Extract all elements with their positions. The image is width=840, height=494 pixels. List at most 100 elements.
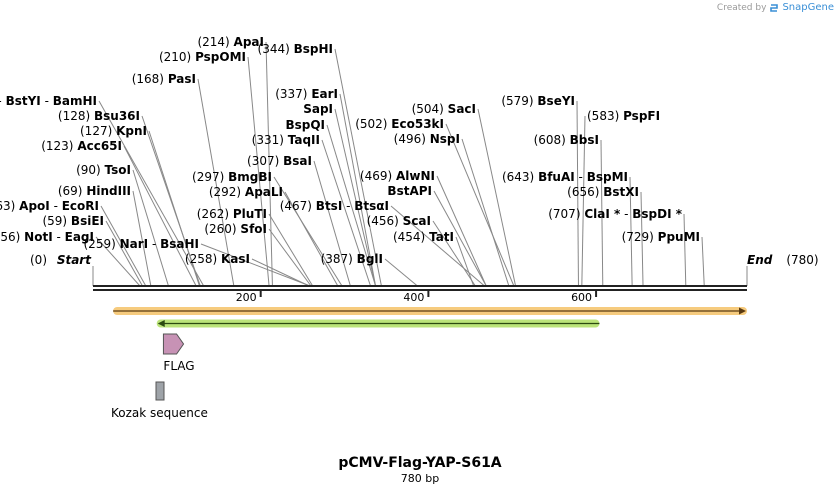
site-label[interactable]: (729) PpuMI <box>622 230 700 244</box>
site-label[interactable]: (331) TaqII <box>252 133 320 147</box>
site-label[interactable]: (643) BfuAI - BspMI <box>502 170 628 184</box>
snapgene-brand-text: SnapGene <box>782 2 834 13</box>
enzyme-name: EcoRI <box>62 199 99 213</box>
site-leader <box>197 78 235 287</box>
site-leader <box>200 243 311 287</box>
site-leader <box>95 236 141 287</box>
site-label[interactable]: (90) TsoI <box>76 163 131 177</box>
site-label[interactable]: (292) ApaLI <box>209 185 283 199</box>
enzyme-name: KasI <box>221 252 250 266</box>
site-label[interactable]: (387) BglI <box>321 252 383 266</box>
site-label[interactable]: (608) BbsI <box>534 133 599 147</box>
site-label[interactable]: (128) Bsu36I <box>58 109 140 123</box>
site-position: (579) <box>501 94 537 108</box>
flag-arrow-icon <box>162 333 185 355</box>
enzyme-name: ScaI <box>403 214 431 228</box>
site-leader <box>321 139 372 287</box>
site-separator: - <box>342 199 354 213</box>
site-label[interactable]: (307) BsaI <box>247 154 312 168</box>
enzyme-name: PasI <box>168 72 196 86</box>
site-label[interactable]: (168) PasI <box>132 72 196 86</box>
enzyme-name: BglI <box>357 252 383 266</box>
site-leader <box>339 93 377 287</box>
site-leader <box>433 190 487 287</box>
enzyme-name: BspDI * <box>632 207 682 221</box>
enzyme-name: EarI <box>311 87 338 101</box>
orange-feature-bar[interactable] <box>113 307 748 315</box>
site-label[interactable]: BspQI <box>285 118 325 132</box>
enzyme-name: PspFI <box>623 109 660 123</box>
site-label[interactable]: BstAPI <box>387 184 432 198</box>
site-leader <box>477 108 517 287</box>
site-label[interactable]: (456) ScaI <box>367 214 431 228</box>
site-label[interactable]: (258) KasI <box>185 252 250 266</box>
site-leader <box>581 115 586 287</box>
site-label[interactable]: (583) PspFI <box>587 109 660 123</box>
site-leader <box>98 100 205 287</box>
site-label[interactable]: SapI <box>303 102 333 116</box>
site-position: (127) <box>80 124 116 138</box>
enzyme-name: BspHI <box>294 42 333 56</box>
site-label[interactable]: (297) BmgBI <box>192 170 272 184</box>
site-label[interactable]: (260) SfoI <box>204 222 267 236</box>
site-leader <box>461 138 510 287</box>
site-label[interactable]: (337) EarI <box>275 87 338 101</box>
enzyme-name: SacI <box>448 102 476 116</box>
site-position: (331) <box>252 133 288 147</box>
enzyme-name: TsoI <box>105 163 131 177</box>
end-name: End <box>747 253 773 267</box>
site-label[interactable]: (496) NspI <box>394 132 460 146</box>
ruler-tick-label: 400 <box>403 291 424 304</box>
site-label[interactable]: (59) BsiEI <box>42 214 104 228</box>
site-leader <box>334 108 377 287</box>
green-feature-bar[interactable] <box>156 319 600 328</box>
site-label[interactable]: (56) NotI - EagI <box>0 230 94 244</box>
site-leader <box>132 190 152 287</box>
site-label[interactable]: (344) BspHI <box>258 42 333 56</box>
enzyme-name: NarI <box>120 237 149 251</box>
site-label[interactable]: (262) PluTI <box>197 207 267 221</box>
kozak-feature[interactable]: Kozak sequence <box>111 381 208 420</box>
site-label[interactable]: (454) TatI <box>393 230 454 244</box>
enzyme-name: BtsI <box>316 199 343 213</box>
snapgene-logo: Created by SnapGene <box>717 2 834 13</box>
site-label[interactable]: (123) Acc65I <box>41 139 122 153</box>
site-position: (337) <box>275 87 311 101</box>
end-label-left: (0) Start <box>30 253 92 267</box>
site-position: (262) <box>197 207 233 221</box>
enzyme-name: ApaI <box>234 35 264 49</box>
site-label[interactable]: (214) ApaI <box>197 35 264 49</box>
site-position: (456) <box>367 214 403 228</box>
site-label[interactable]: (707) ClaI * - BspDI * <box>548 207 682 221</box>
site-position: (307) <box>247 154 283 168</box>
end-name: Start <box>57 253 92 267</box>
site-label[interactable]: (502) Eco53kI <box>355 117 444 131</box>
ruler: 200 400 600 <box>236 290 598 304</box>
site-position: (469) <box>360 169 396 183</box>
site-label[interactable]: (69) HindIII <box>58 184 131 198</box>
flag-feature[interactable]: FLAG <box>162 333 195 373</box>
site-label[interactable]: (127) KpnI <box>80 124 147 138</box>
site-label[interactable]: (504) SacI <box>412 102 476 116</box>
enzyme-name: AlwNI <box>396 169 435 183</box>
enzyme-name: EagI <box>65 230 94 244</box>
site-leader <box>390 205 485 287</box>
site-leader <box>445 123 515 287</box>
site-position: (467) <box>280 199 316 213</box>
site-label[interactable]: (656) BstXI <box>567 185 639 199</box>
site-leader <box>436 175 487 287</box>
site-label[interactable]: (579) BseYI <box>501 94 575 108</box>
enzyme-name: NotI <box>24 230 53 244</box>
enzyme-name: TaqII <box>288 133 320 147</box>
enzyme-name: Eco53kI <box>391 117 444 131</box>
site-label[interactable]: (210) PspOMI <box>159 50 246 64</box>
site-position: (707) <box>548 207 584 221</box>
site-position: (292) <box>209 185 245 199</box>
site-label[interactable]: (132) MflI * - BstYI - BamHI <box>0 94 97 108</box>
site-label[interactable]: (63) ApoI - EcoRI <box>0 199 99 213</box>
site-label[interactable]: (467) BtsI - BtsαI <box>280 199 389 213</box>
enzyme-name: SapI <box>303 102 333 116</box>
site-position: (128) <box>58 109 94 123</box>
site-label[interactable]: (259) NarI - BsaHI <box>84 237 200 251</box>
site-label[interactable]: (469) AlwNI <box>360 169 435 183</box>
